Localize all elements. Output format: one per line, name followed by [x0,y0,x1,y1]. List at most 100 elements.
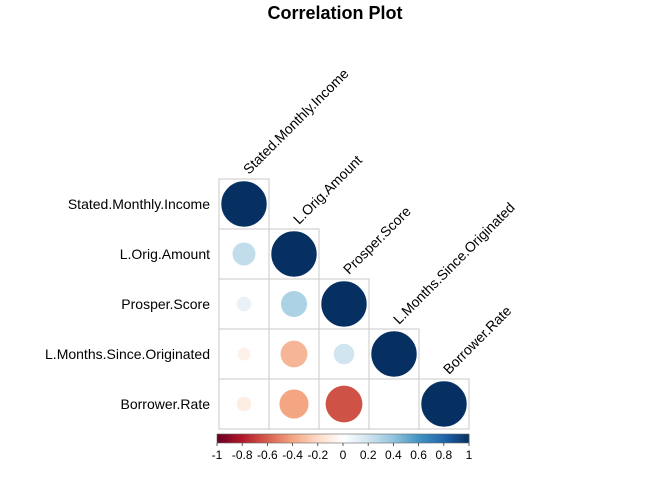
diagonal-label: Stated.Monthly.Income [240,65,352,177]
color-legend-segment [325,434,329,443]
color-legend-segment [368,434,372,443]
color-legend-segment [310,434,314,443]
color-legend-segment [433,434,437,443]
color-legend-segment [290,434,293,443]
row-label: Borrower.Rate [121,396,211,412]
color-legend-segment [229,434,233,443]
color-legend-segment [302,434,306,443]
diagonal-label: Prosper.Score [340,203,414,277]
color-legend-segment [282,434,286,443]
color-legend-segment [259,434,263,443]
color-legend-segment [262,434,266,443]
color-legend-segment [393,434,397,443]
color-legend-segment [363,434,367,443]
color-legend-segment [365,434,369,443]
color-legend-segment [247,434,251,443]
color-legend-segment [370,434,374,443]
color-legend-segment [300,434,304,443]
color-legend-segment [453,434,457,443]
color-legend-tick-label: -0.4 [282,448,303,462]
color-legend-segment [272,434,276,443]
color-legend-segment [337,434,341,443]
color-legend-segment [227,434,230,443]
row-label: L.Months.Since.Originated [45,346,210,362]
color-legend-segment [287,434,291,443]
color-legend-segment [436,434,440,443]
color-legend-segment [423,434,427,443]
color-legend-segment [375,434,379,443]
correlation-circle [320,280,368,328]
correlation-grid [218,178,470,430]
color-legend-segment [222,434,225,443]
color-legend-segment [295,434,299,443]
color-legend-segment [292,434,296,443]
row-label: Prosper.Score [121,296,210,312]
color-legend-segment [242,434,246,443]
correlation-circle [391,401,397,407]
color-legend-segment [416,434,419,443]
color-legend-segment [446,434,450,443]
color-legend-tick-label: 1 [466,448,473,462]
color-legend-segment [237,434,241,443]
color-legend-tick-label: -1 [212,448,223,462]
color-legend-segment [320,434,324,443]
color-legend-segment [360,434,364,443]
color-legend-segment [463,434,467,443]
color-legend-segment [413,434,417,443]
color-legend-segment [448,434,452,443]
row-label: L.Orig.Amount [120,246,210,262]
color-legend-segment [353,434,356,443]
color-legend-segment [403,434,407,443]
color-legend-segment [461,434,465,443]
color-legend-tick-label: 0.2 [360,448,377,462]
color-legend-segment [373,434,377,443]
color-legend-segment [411,434,414,443]
color-legend-segment [322,434,326,443]
color-legend-segment [441,434,445,443]
color-legend-tick-label: 0.6 [410,448,427,462]
color-legend-segment [343,434,346,443]
color-legend-segment [380,434,384,443]
color-legend-segment [327,434,331,443]
color-legend-segment [217,434,220,443]
color-legend-segment [358,434,362,443]
color-legend-segment [317,434,321,443]
color-legend-segment [239,434,243,443]
grid-cell [418,378,470,430]
color-legend-segment [398,434,402,443]
color-legend-segment [388,434,392,443]
color-legend-segment [332,434,336,443]
correlation-circle [270,230,318,278]
diagonal-label: L.Orig.Amount [290,152,365,227]
color-legend-segment [335,434,339,443]
color-legend-tick-label: 0.4 [385,448,402,462]
color-legend-segment [400,434,404,443]
color-legend-segment [305,434,309,443]
color-legend-segment [297,434,301,443]
diagonal-label: Borrower.Rate [440,302,515,377]
color-legend-tick-label: -0.2 [307,448,328,462]
color-legend-tick-label: -0.6 [257,448,278,462]
color-legend-segment [418,434,422,443]
color-legend-segment [426,434,430,443]
color-legend: -1 -0.8 -0.6 -0.4 -0.2 0 0.2 0.4 0.6 0.8 1 [212,433,473,462]
color-legend-segment [431,434,435,443]
color-legend-segment [277,434,281,443]
color-legend-segment [285,434,288,443]
correlation-circle [236,296,252,312]
color-legend-segment [264,434,268,443]
color-legend-segment [257,434,261,443]
color-legend-segment [383,434,387,443]
color-legend-segment [421,434,425,443]
correlation-circle [279,389,309,419]
color-legend-segment [269,434,273,443]
color-legend-segment [458,434,462,443]
color-legend-segment [315,434,319,443]
correlation-circle [236,396,252,412]
correlation-circle [237,347,251,361]
correlation-circle [333,343,355,365]
color-legend-segment [443,434,447,443]
correlation-circle [370,330,418,378]
color-legend-tick-label: 0.8 [435,448,452,462]
color-legend-tick-label: -0.8 [232,448,253,462]
